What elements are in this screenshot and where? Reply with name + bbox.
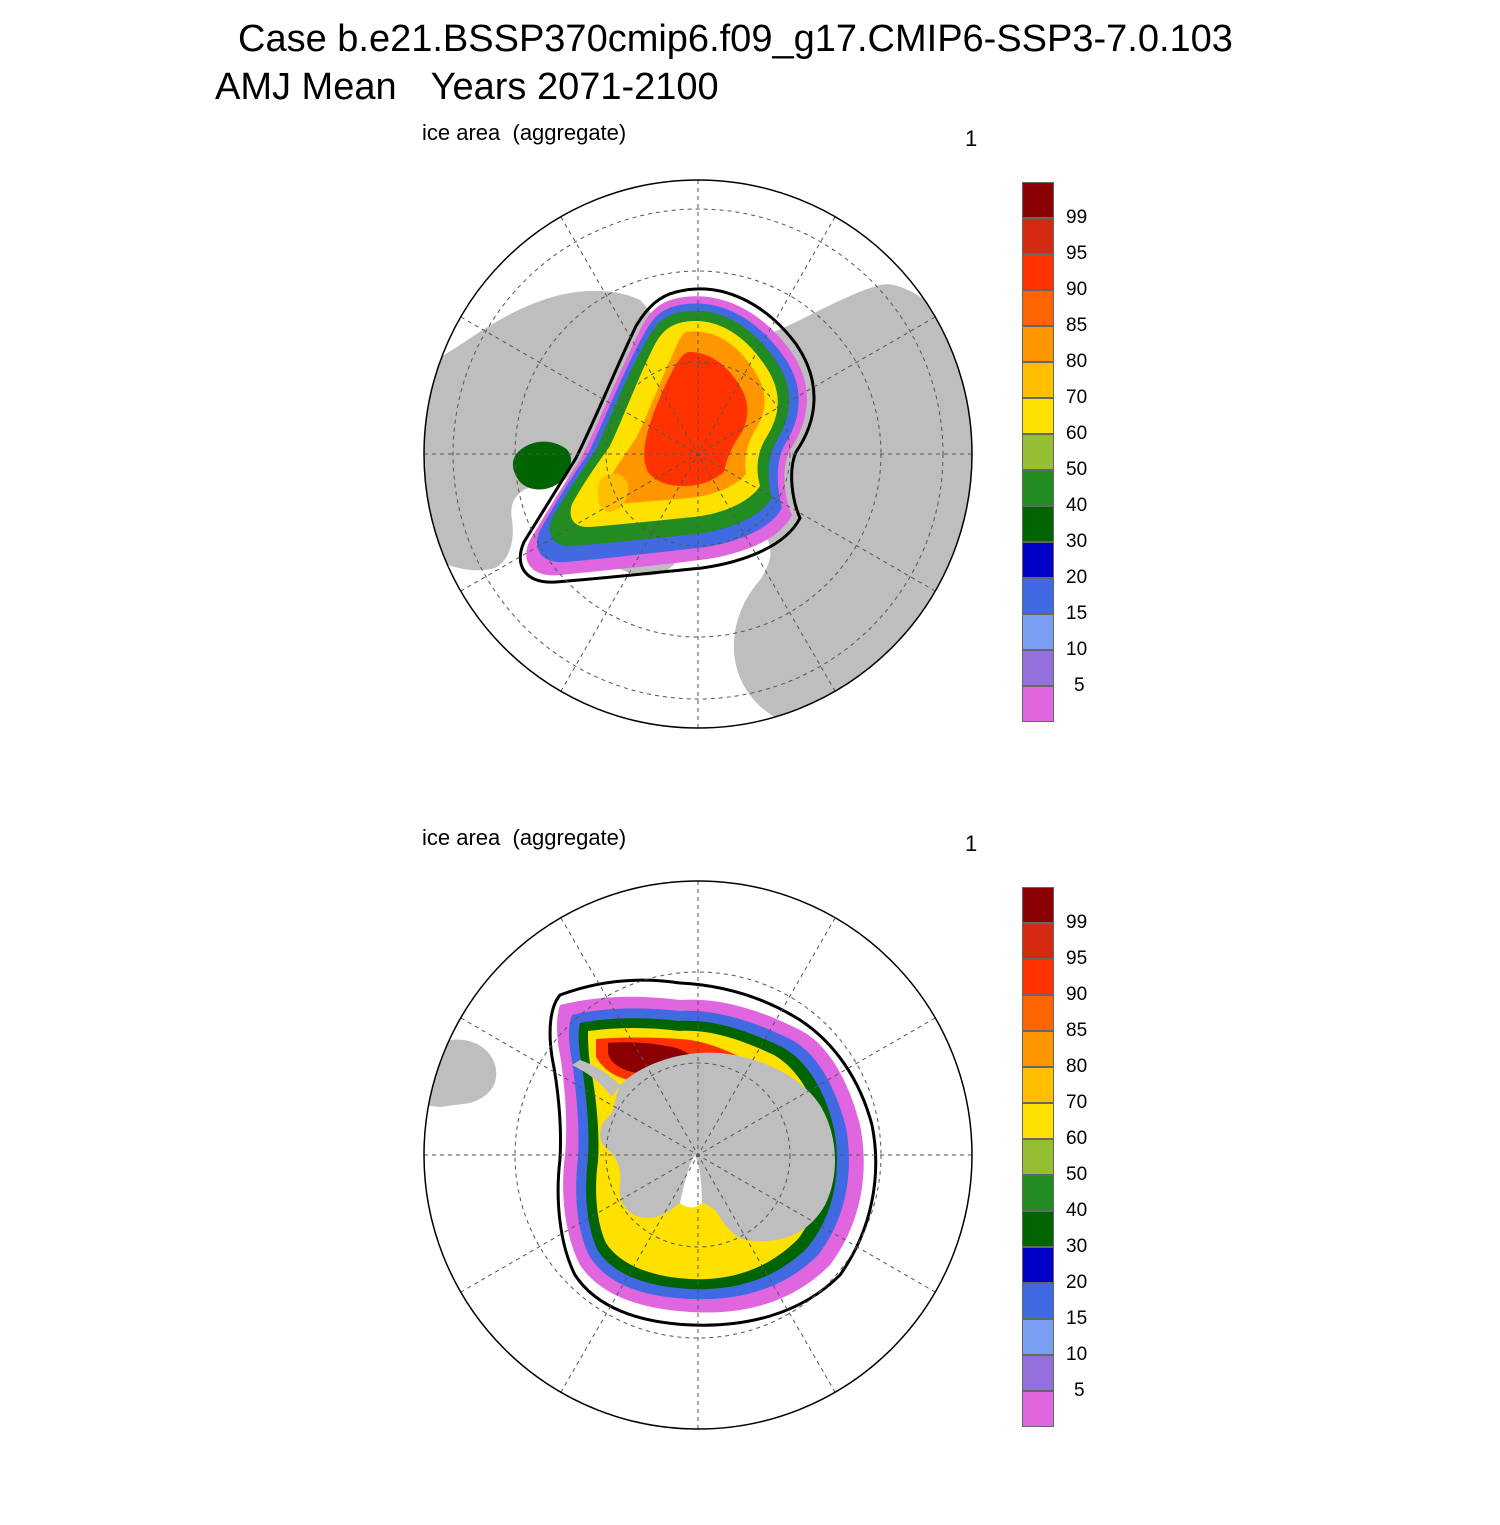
panel-variable-label: ice area (aggregate) <box>422 120 627 145</box>
colorbar-swatch <box>1022 542 1054 578</box>
ross-ice-shelf <box>680 1155 702 1208</box>
colorbar-swatch <box>1022 959 1054 995</box>
colorbar-tick-label: 40 <box>1066 1200 1088 1221</box>
years-label: Years 2071-2100 <box>430 66 719 108</box>
figure-title-period: AMJ Mean Years 2071-2100 <box>215 66 719 109</box>
ice-band-90 <box>644 352 748 486</box>
colorbar-tick-label: 80 <box>1066 1056 1088 1077</box>
colorbar-swatch <box>1022 506 1054 542</box>
colorbar-tick-label: 20 <box>1066 1272 1088 1293</box>
map-boundary <box>423 880 973 1430</box>
ice-edge-contour <box>518 287 816 584</box>
land-north-america <box>424 290 669 571</box>
panel-number: 1 <box>965 831 978 856</box>
colorbar-tick-label: 95 <box>1066 243 1088 264</box>
colorbar-tick-label: 80 <box>1066 351 1088 372</box>
colorbar-tick-label: 90 <box>1066 279 1088 300</box>
colorbar-tick-label: 5 <box>1074 1380 1085 1401</box>
ice-hudson-bay <box>512 441 572 490</box>
colorbar-swatch <box>1022 1283 1054 1319</box>
colorbar-tick-label: 60 <box>1066 423 1088 444</box>
graticule <box>424 180 972 728</box>
graticule <box>424 881 972 1429</box>
colorbar-tick-label: 90 <box>1066 984 1088 1005</box>
north-polar-map <box>423 179 973 729</box>
colorbar-swatch <box>1022 1319 1054 1355</box>
colorbar-swatch <box>1022 470 1054 506</box>
panel-number: 1 <box>965 126 978 151</box>
colorbar-tick-label: 99 <box>1066 207 1088 228</box>
colorbar-swatch <box>1022 1103 1054 1139</box>
colorbar-tick-label: 10 <box>1066 1344 1088 1365</box>
colorbar-tick-label: 85 <box>1066 315 1088 336</box>
colorbar-swatch <box>1022 398 1054 434</box>
ice-edge-contour <box>548 978 878 1327</box>
colorbar-tick-label: 70 <box>1066 387 1088 408</box>
ice-baffin-bay <box>598 473 629 512</box>
south-polar-map <box>423 880 973 1430</box>
season-label: AMJ Mean <box>215 66 397 108</box>
colorbar-swatch <box>1022 1355 1054 1391</box>
colorbar-swatch <box>1022 650 1054 686</box>
colorbar-swatch <box>1022 326 1054 362</box>
colorbar-tick-label: 60 <box>1066 1128 1088 1149</box>
colorbar-swatch <box>1022 362 1054 398</box>
colorbar-swatch <box>1022 290 1054 326</box>
panel-north: ice area (aggregate) 1 <box>0 120 1500 820</box>
colorbar-tick-label: 85 <box>1066 1020 1088 1041</box>
colorbar-tick-label: 30 <box>1066 1236 1088 1257</box>
colorbar-swatch <box>1022 1391 1054 1427</box>
colorbar-swatch <box>1022 434 1054 470</box>
land-antarctica <box>599 1052 836 1242</box>
colorbar-north: 99 95 90 85 80 70 60 50 40 30 20 15 10 5 <box>1022 182 1102 724</box>
colorbar-tick-label: 50 <box>1066 459 1088 480</box>
colorbar-tick-label: 10 <box>1066 639 1088 660</box>
colorbar-swatch <box>1022 1031 1054 1067</box>
colorbar-tick-label: 40 <box>1066 495 1088 516</box>
colorbar-swatch <box>1022 218 1054 254</box>
colorbar-tick-label: 5 <box>1074 675 1085 696</box>
panel-variable-label: ice area (aggregate) <box>422 825 627 850</box>
colorbar-swatch <box>1022 686 1054 722</box>
colorbar-south: 99 95 90 85 80 70 60 50 40 30 20 15 10 5 <box>1022 887 1102 1429</box>
colorbar-swatch <box>1022 887 1054 923</box>
map-boundary <box>423 179 973 729</box>
colorbar-swatch <box>1022 182 1054 218</box>
colorbar-tick-label: 50 <box>1066 1164 1088 1185</box>
colorbar-tick-label: 70 <box>1066 1092 1088 1113</box>
colorbar-swatch <box>1022 614 1054 650</box>
panel-south: ice area (aggregate) 1 <box>0 825 1500 1525</box>
land-antarctic-peninsula <box>572 1060 620 1097</box>
colorbar-tick-label: 30 <box>1066 531 1088 552</box>
colorbar-tick-label: 20 <box>1066 567 1088 588</box>
colorbar-tick-label: 15 <box>1066 603 1088 624</box>
figure-title-case: Case b.e21.BSSP370cmip6.f09_g17.CMIP6-SS… <box>238 18 1233 60</box>
colorbar-swatch <box>1022 995 1054 1031</box>
colorbar-swatch <box>1022 1067 1054 1103</box>
colorbar-swatch <box>1022 1139 1054 1175</box>
colorbar-swatch <box>1022 1211 1054 1247</box>
colorbar-tick-label: 15 <box>1066 1308 1088 1329</box>
colorbar-swatch <box>1022 1175 1054 1211</box>
colorbar-tick-label: 95 <box>1066 948 1088 969</box>
colorbar-swatch <box>1022 1247 1054 1283</box>
colorbar-tick-label: 99 <box>1066 912 1088 933</box>
colorbar-swatch <box>1022 578 1054 614</box>
colorbar-swatch <box>1022 923 1054 959</box>
colorbar-swatch <box>1022 254 1054 290</box>
